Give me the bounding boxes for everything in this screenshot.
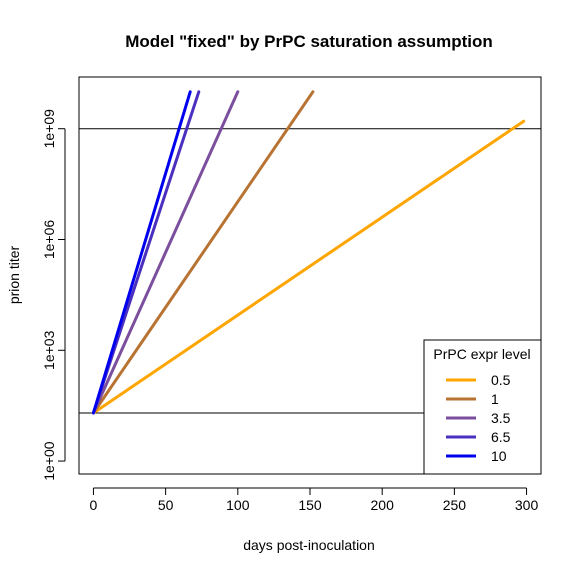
legend-title: PrPC expr level xyxy=(433,346,530,362)
y-axis-label: prion titer xyxy=(6,245,22,304)
legend-label-6-5: 6.5 xyxy=(491,429,511,445)
legend: PrPC expr level 0.5 1 3.5 6.5 10 xyxy=(424,340,541,474)
x-tick-label: 200 xyxy=(371,497,395,513)
legend-label-3-5: 3.5 xyxy=(491,410,511,426)
x-axis-label: days post-inoculation xyxy=(243,537,375,553)
x-tick-label: 300 xyxy=(515,497,539,513)
y-tick-label: 1e+09 xyxy=(41,109,57,149)
chart-title: Model "fixed" by PrPC saturation assumpt… xyxy=(125,32,493,51)
series-line-10 xyxy=(93,92,190,413)
y-tick-label: 1e+06 xyxy=(41,220,57,260)
x-axis: 0 50 100 150 200 250 300 xyxy=(90,488,539,513)
y-tick-label: 1e+03 xyxy=(41,330,57,370)
legend-label-1: 1 xyxy=(491,391,499,407)
y-tick-label: 1e+00 xyxy=(41,441,57,481)
legend-label-10: 10 xyxy=(491,448,507,464)
x-tick-label: 100 xyxy=(226,497,250,513)
series-line-1 xyxy=(93,92,313,413)
legend-label-0-5: 0.5 xyxy=(491,372,511,388)
x-tick-label: 50 xyxy=(158,497,174,513)
y-axis: 1e+00 1e+03 1e+06 1e+09 xyxy=(41,109,65,481)
x-tick-label: 150 xyxy=(298,497,322,513)
x-tick-label: 0 xyxy=(90,497,98,513)
x-tick-label: 250 xyxy=(443,497,467,513)
